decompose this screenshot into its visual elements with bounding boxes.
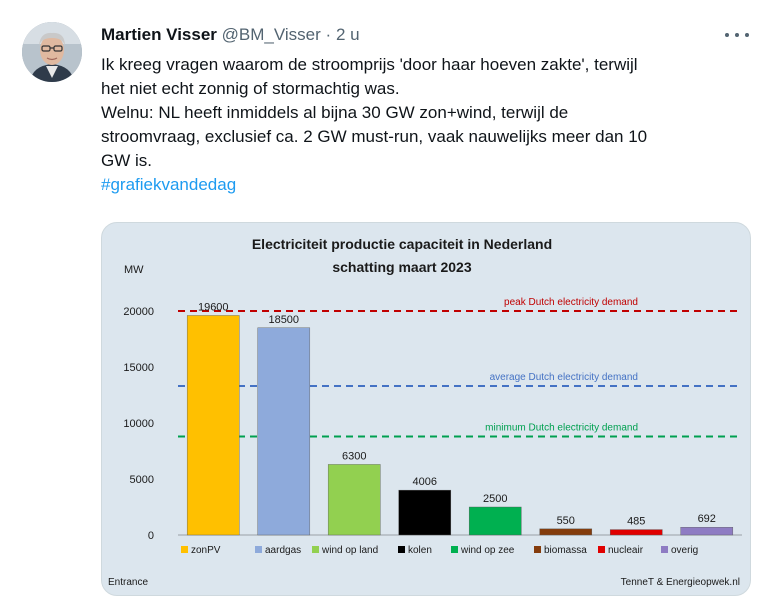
more-dot <box>735 33 739 37</box>
bar-value-label: 2500 <box>483 493 507 505</box>
legend-label: wind op zee <box>460 545 515 556</box>
chart-title: Electriciteit productie capaciteit in Ne… <box>252 236 552 252</box>
reference-line-label: peak Dutch electricity demand <box>504 297 638 308</box>
y-tick-label: 15000 <box>123 362 154 374</box>
tweet-text-line: het niet echt zonnig of stormachtig was. <box>101 79 400 98</box>
y-tick-label: 10000 <box>123 418 154 430</box>
bar <box>609 529 663 536</box>
bar-value-label: 692 <box>698 513 716 525</box>
chart-subtitle: schatting maart 2023 <box>332 259 471 275</box>
y-axis-label: MW <box>124 264 144 276</box>
more-dot <box>725 33 729 37</box>
tweet-media[interactable]: Electriciteit productie capaciteit in Ne… <box>101 222 751 596</box>
author-name[interactable]: Martien Visser <box>101 25 217 44</box>
legend-label: nucleair <box>608 545 644 556</box>
bar <box>327 464 381 536</box>
bar <box>539 528 593 536</box>
reference-line-label: minimum Dutch electricity demand <box>485 422 638 433</box>
legend-swatch <box>398 546 405 553</box>
legend-label: kolen <box>408 545 432 556</box>
footer-right: TenneT & Energieopwek.nl <box>621 577 740 588</box>
bar-value-label: 485 <box>627 516 645 528</box>
legend-swatch <box>255 546 262 553</box>
capacity-chart: Electriciteit productie capaciteit in Ne… <box>108 236 742 588</box>
legend-swatch <box>598 546 605 553</box>
bar-value-label: 18500 <box>268 314 299 326</box>
legend-label: aardgas <box>265 545 301 556</box>
legend-swatch <box>312 546 319 553</box>
tweet-header: Martien Visser @BM_Visser · 2 u <box>101 24 360 46</box>
header-separator: · <box>325 25 332 44</box>
reference-line-label: average Dutch electricity demand <box>490 372 638 383</box>
bar <box>680 527 734 536</box>
y-tick-label: 0 <box>148 530 154 542</box>
tweet-text-line: stroomvraag, exclusief ca. 2 GW must-run… <box>101 127 648 146</box>
bar-value-label: 4006 <box>413 476 437 488</box>
legend-swatch <box>181 546 188 553</box>
tweet-text-line: Welnu: NL heeft inmiddels al bijna 30 GW… <box>101 103 569 122</box>
legend-swatch <box>534 546 541 553</box>
more-dot <box>745 33 749 37</box>
legend-label: biomassa <box>544 545 587 556</box>
tweet-text-line: GW is. <box>101 151 152 170</box>
legend-label: zonPV <box>191 545 221 556</box>
bar <box>257 327 311 536</box>
tweet-text-line: Ik kreeg vragen waarom de stroomprijs 'd… <box>101 55 638 74</box>
footer-left: Entrance <box>108 577 148 588</box>
avatar-image <box>22 22 82 82</box>
bar <box>398 489 452 536</box>
bar <box>468 506 522 536</box>
legend-swatch <box>451 546 458 553</box>
bar-value-label: 550 <box>557 515 575 527</box>
y-tick-label: 5000 <box>130 474 154 486</box>
author-handle[interactable]: @BM_Visser <box>221 25 321 44</box>
legend-swatch <box>661 546 668 553</box>
y-tick-label: 20000 <box>123 306 154 318</box>
hashtag-link[interactable]: #grafiekvandedag <box>101 175 237 194</box>
legend-label: overig <box>671 545 698 556</box>
bar-value-label: 19600 <box>198 301 229 313</box>
tweet-text: Ik kreeg vragen waarom de stroomprijs 'd… <box>101 53 751 197</box>
more-horizontal-icon[interactable] <box>725 26 749 44</box>
bar <box>186 315 240 536</box>
bar-value-label: 6300 <box>342 450 366 462</box>
tweet-time[interactable]: 2 u <box>335 25 360 44</box>
avatar[interactable] <box>22 22 82 82</box>
legend-label: wind op land <box>321 545 378 556</box>
